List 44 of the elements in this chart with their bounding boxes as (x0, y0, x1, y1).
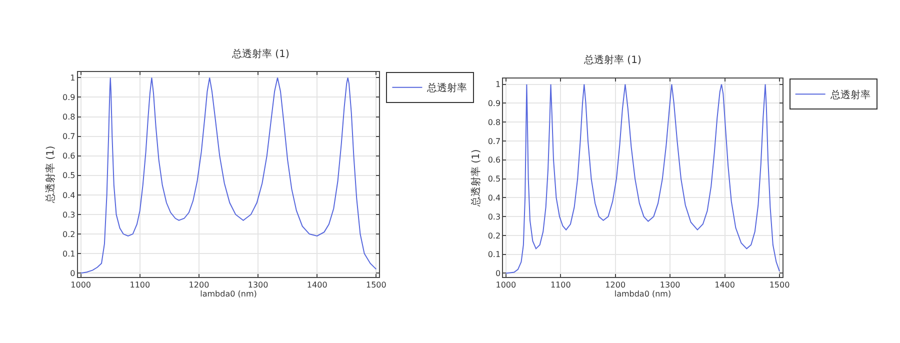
y-tick-label: 0.1 (488, 250, 501, 260)
x-tick-label: 1000 (70, 280, 92, 290)
y-tick-label: 0.8 (488, 118, 501, 127)
x-tick-label: 1200 (188, 280, 210, 290)
x-tick-label: 1400 (714, 280, 735, 290)
y-axis-title: 总透射率 (1) (44, 146, 57, 204)
y-axis-title: 总透射率 (1) (470, 149, 482, 208)
legend-label: 总透射率 (426, 82, 468, 94)
x-tick-label: 1200 (605, 280, 626, 290)
y-tick-label: 1 (495, 80, 501, 90)
y-tick-label: 0.7 (488, 136, 501, 146)
x-tick-label: 1300 (248, 280, 268, 290)
y-tick-label: 0.2 (62, 230, 76, 239)
x-tick-label: 1100 (550, 280, 571, 290)
y-tick-label: 0.4 (488, 193, 501, 202)
x-tick-label: 1500 (769, 280, 790, 290)
y-tick-label: 0.9 (62, 93, 76, 102)
y-tick-label: 0.6 (488, 156, 501, 165)
y-tick-label: 0.3 (62, 210, 76, 220)
legend-label: 总透射率 (829, 89, 870, 102)
x-tick-label: 1000 (496, 280, 516, 290)
y-tick-label: 0.3 (488, 212, 501, 222)
x-tick-label: 1100 (130, 280, 150, 290)
y-tick-label: 0.6 (62, 152, 76, 161)
y-tick-label: 0.5 (488, 174, 501, 184)
y-tick-label: 0.7 (62, 132, 76, 142)
x-tick-label: 1300 (660, 280, 680, 290)
y-tick-label: 0.5 (62, 171, 76, 180)
line-series (80, 77, 377, 274)
x-axis-title: lambda0 (nm) (614, 290, 672, 299)
line-series (505, 84, 780, 274)
chart-title: 总透射率 (1) (583, 54, 642, 66)
x-axis-title: lambda0 (nm) (200, 290, 257, 299)
y-tick-label: 0 (70, 268, 76, 278)
x-tick-label: 1500 (366, 280, 386, 290)
y-tick-label: 0.8 (62, 112, 76, 122)
y-tick-label: 1 (70, 73, 76, 82)
y-tick-label: 0.2 (488, 231, 501, 240)
x-tick-label: 1400 (306, 280, 328, 290)
y-tick-label: 0.9 (488, 99, 501, 108)
y-tick-label: 0 (495, 269, 501, 278)
y-tick-label: 0.4 (62, 190, 76, 200)
y-tick-label: 0.1 (62, 249, 76, 258)
chart-title: 总透射率 (1) (231, 48, 290, 60)
